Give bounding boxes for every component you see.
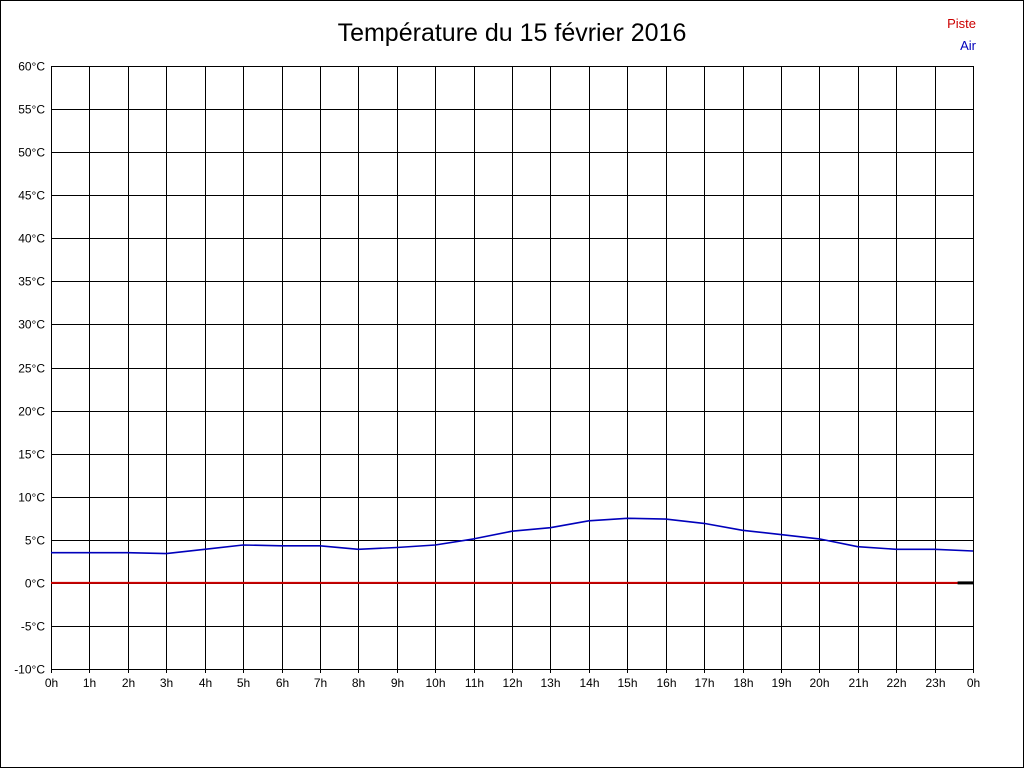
svg-text:12h: 12h [502,676,522,690]
svg-text:55°C: 55°C [18,103,45,117]
svg-text:45°C: 45°C [18,189,45,203]
svg-text:3h: 3h [160,676,173,690]
svg-text:8h: 8h [352,676,365,690]
svg-text:11h: 11h [465,676,484,690]
svg-text:35°C: 35°C [18,275,45,289]
svg-text:22h: 22h [886,676,906,690]
svg-text:25°C: 25°C [18,362,45,376]
svg-text:6h: 6h [276,676,289,690]
svg-text:4h: 4h [199,676,212,690]
legend-item-air: Air [960,38,976,53]
svg-text:20h: 20h [809,676,829,690]
svg-text:21h: 21h [848,676,868,690]
svg-text:0h: 0h [967,676,980,690]
svg-text:-10°C: -10°C [14,663,45,677]
svg-text:13h: 13h [540,676,560,690]
svg-text:9h: 9h [391,676,404,690]
svg-text:15°C: 15°C [18,448,45,462]
svg-text:50°C: 50°C [18,146,45,160]
svg-text:20°C: 20°C [18,405,45,419]
svg-text:19h: 19h [771,676,791,690]
legend-item-piste: Piste [947,16,976,31]
svg-text:0h: 0h [45,676,58,690]
svg-text:2h: 2h [122,676,135,690]
svg-text:14h: 14h [579,676,599,690]
svg-text:10h: 10h [425,676,445,690]
chart-title: Température du 15 février 2016 [337,19,687,47]
svg-text:1h: 1h [83,676,96,690]
svg-text:5°C: 5°C [25,534,45,548]
svg-text:23h: 23h [925,676,945,690]
svg-text:17h: 17h [694,676,714,690]
svg-text:0°C: 0°C [25,577,45,591]
svg-text:5h: 5h [237,676,250,690]
svg-text:60°C: 60°C [18,60,45,74]
svg-text:-5°C: -5°C [21,620,45,634]
svg-text:16h: 16h [656,676,676,690]
svg-text:18h: 18h [733,676,753,690]
svg-text:30°C: 30°C [18,318,45,332]
svg-text:7h: 7h [314,676,327,690]
svg-text:40°C: 40°C [18,232,45,246]
svg-text:10°C: 10°C [18,491,45,505]
chart-legend: Piste Air [947,13,976,57]
svg-text:15h: 15h [617,676,637,690]
